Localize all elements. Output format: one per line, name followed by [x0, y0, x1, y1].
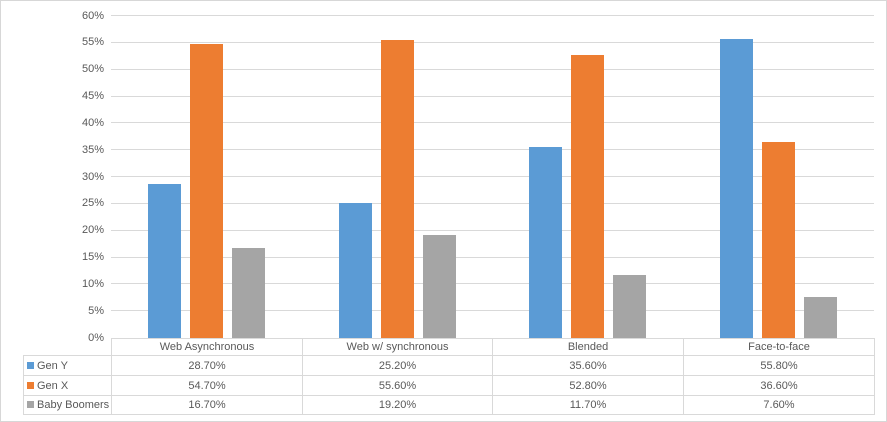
y-axis-tick-label: 60%	[81, 9, 104, 22]
data-table-corner-cell	[23, 338, 112, 356]
category-header-cell: Web w/ synchronous	[302, 338, 493, 356]
y-axis-tick-label: 20%	[81, 224, 104, 237]
plot-area	[111, 15, 874, 338]
value-cell: 36.60%	[683, 375, 875, 396]
gridline	[111, 41, 874, 43]
bar-group-1	[111, 16, 302, 338]
value-cell: 55.80%	[683, 355, 875, 376]
y-axis: 0% 5% 10% 15% 20% 25% 30% 35% 40% 45% 50% 55% 60%	[1, 10, 104, 344]
bar-baby-boomers[interactable]	[231, 248, 265, 338]
y-axis-tick-label: 55%	[81, 36, 104, 49]
legend-key-gen-x	[27, 381, 34, 389]
gridline	[111, 95, 874, 97]
bar-gen-x[interactable]	[571, 54, 605, 338]
y-axis-tick-label: 15%	[81, 251, 104, 263]
value-cell: 28.70%	[111, 355, 303, 376]
series-name-label: Gen X	[37, 379, 69, 392]
y-axis-tick-label: 5%	[88, 304, 104, 317]
y-axis-tick-label: 40%	[81, 116, 104, 129]
value-cell: 35.60%	[492, 355, 684, 376]
bar-gen-y[interactable]	[720, 38, 754, 338]
legend-cell: Gen Y	[23, 355, 112, 376]
y-axis-tick-label: 30%	[81, 170, 104, 183]
data-table-header-row: Web Asynchronous Web w/ synchronous Blende…	[23, 338, 875, 356]
data-table-body: Web Asynchronous Web w/ synchronous Blende…	[23, 338, 875, 415]
value-cell: 52.80%	[492, 375, 684, 396]
bar-baby-boomers[interactable]	[804, 297, 838, 338]
y-axis-tick-label: 10%	[81, 277, 104, 290]
value-cell: 11.70%	[492, 395, 684, 415]
category-header-cell: Face-to-face	[683, 338, 875, 356]
gridline	[111, 122, 874, 124]
value-cell: 19.20%	[302, 395, 493, 415]
legend-cell: Gen X	[23, 375, 112, 396]
gridline	[111, 202, 874, 204]
gridline	[111, 149, 874, 151]
gridline	[111, 283, 874, 285]
value-cell: 55.60%	[302, 375, 493, 396]
legend-key-gen-y	[27, 361, 34, 369]
gridline	[111, 256, 874, 258]
legend-cell: Baby Boomers	[23, 395, 112, 415]
value-cell: 54.70%	[111, 375, 303, 396]
data-table: Web Asynchronous Web w/ synchronous Blende…	[23, 338, 875, 415]
bar-gen-x[interactable]	[189, 44, 223, 338]
bar-gen-x[interactable]	[762, 141, 796, 338]
bar-gen-y[interactable]	[338, 202, 372, 338]
gridline	[111, 176, 874, 177]
y-axis-tick-label: 50%	[81, 63, 104, 76]
bar-gen-x[interactable]	[380, 39, 414, 338]
bar-group-3	[493, 16, 684, 338]
series-name-label: Gen Y	[37, 359, 68, 372]
value-cell: 16.70%	[111, 395, 303, 415]
bar-baby-boomers[interactable]	[422, 235, 456, 338]
bar-gen-y[interactable]	[529, 146, 563, 338]
data-table-row: Gen X 54.70% 55.60% 52.80% 36.60%	[23, 375, 875, 396]
data-table-row: Gen Y 28.70% 25.20% 35.60% 55.80%	[23, 355, 875, 376]
series-name-label: Baby Boomers	[37, 399, 110, 411]
y-axis-tick-label: 45%	[81, 90, 104, 102]
gridline	[111, 68, 874, 70]
bar-group-2	[302, 16, 493, 338]
bar-baby-boomers[interactable]	[613, 275, 647, 338]
bar-group-4	[683, 16, 874, 338]
y-axis-tick-label: 35%	[81, 143, 104, 156]
bar-groups	[111, 16, 874, 338]
data-table-row: Baby Boomers 16.70% 19.20% 11.70% 7.60%	[23, 395, 875, 415]
y-axis-tick-label: 25%	[81, 197, 104, 210]
category-header-cell: Web Asynchronous	[111, 338, 303, 356]
gridline	[111, 229, 874, 231]
value-cell: 7.60%	[683, 395, 875, 415]
gridline	[111, 15, 874, 16]
gridline	[111, 310, 874, 312]
value-cell: 25.20%	[302, 355, 493, 376]
category-header-cell: Blended	[492, 338, 684, 356]
legend-key-baby-boomers	[27, 401, 34, 408]
bar-gen-y[interactable]	[147, 184, 181, 338]
